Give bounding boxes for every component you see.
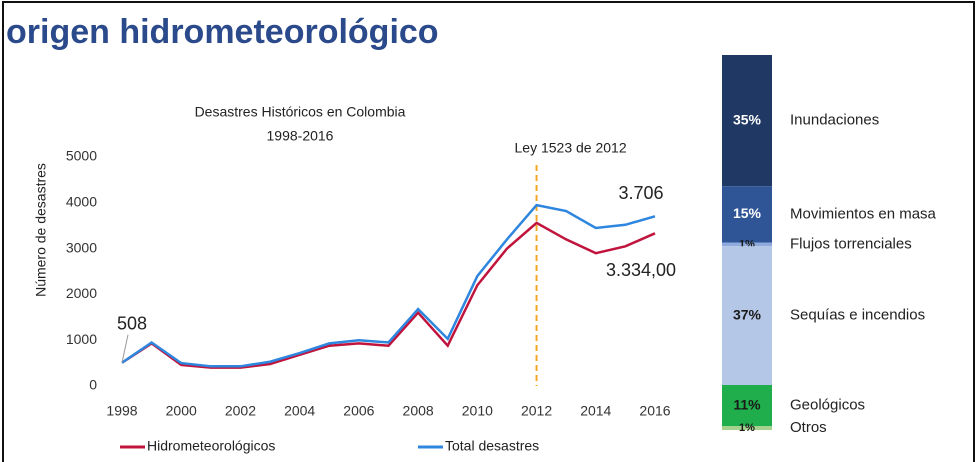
segment-label: 1% [739,422,755,434]
bar-segment [722,186,772,243]
x-tick-label: 2014 [580,403,611,419]
x-tick-label: 2004 [284,403,315,419]
y-tick-label: 5000 [66,148,97,164]
y-tick-label: 0 [89,377,97,393]
category-label: Otros [790,419,827,436]
legend-label: Hidrometeorológicos [147,438,275,454]
category-label: Flujos torrenciales [790,235,912,252]
x-tick-label: 2012 [521,403,552,419]
x-tick-label: 1998 [106,403,137,419]
y-tick-label: 3000 [66,239,97,255]
line-series [121,203,656,368]
bar-segment [722,385,772,427]
category-label: Movimientos en masa [790,205,937,222]
segment-label: 35% [733,111,762,127]
y-tick-label: 1000 [66,331,97,347]
data-label: 3.706 [618,183,663,203]
x-tick-label: 2000 [166,403,197,419]
bar-segment [722,246,772,385]
data-label: 508 [117,313,147,333]
bar-segment [722,242,772,247]
y-tick-label: 2000 [66,285,97,301]
line-series [121,221,656,369]
chart-title: Desastres Históricos en Colombia [195,104,406,120]
segment-label: 11% [733,396,761,412]
data-label: 3.334,00 [606,260,676,280]
annotation-text: Ley 1523 de 2012 [515,140,627,156]
leader-line [121,334,129,363]
segment-label: 15% [733,205,762,221]
x-tick-label: 2016 [639,403,670,419]
y-tick-label: 4000 [66,194,97,210]
x-tick-label: 2006 [343,403,374,419]
bar-segment [722,426,772,430]
page-title: origen hidrometeorológico [6,13,439,51]
segment-label: 37% [733,306,762,322]
bar-segment [722,55,772,187]
category-label: Inundaciones [790,112,879,129]
x-tick-label: 2008 [403,403,434,419]
y-axis-label: Número de desastres [33,163,49,297]
chart-subtitle: 1998-2016 [267,128,334,144]
category-label: Geológicos [790,397,865,414]
legend-label: Total desastres [445,438,539,454]
x-tick-label: 2010 [462,403,493,419]
category-label: Sequías e incendios [790,307,925,324]
x-tick-label: 2002 [225,403,256,419]
